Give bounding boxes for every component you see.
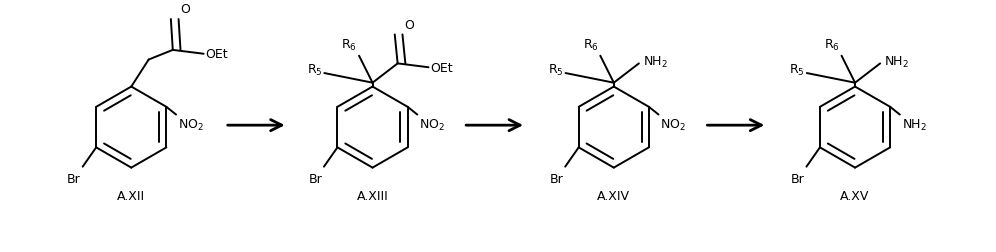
- Text: A.XII: A.XII: [118, 189, 145, 202]
- Text: R$_6$: R$_6$: [342, 38, 358, 53]
- Text: R$_5$: R$_5$: [307, 62, 323, 77]
- Text: R$_5$: R$_5$: [548, 62, 564, 77]
- Text: R$_5$: R$_5$: [789, 62, 805, 77]
- Text: NO$_2$: NO$_2$: [660, 117, 686, 132]
- Text: NO$_2$: NO$_2$: [178, 117, 204, 132]
- Text: NO$_2$: NO$_2$: [419, 117, 445, 132]
- Text: NH$_2$: NH$_2$: [884, 55, 909, 70]
- Text: O: O: [180, 3, 190, 16]
- Text: OEt: OEt: [430, 61, 453, 74]
- Text: OEt: OEt: [205, 48, 228, 61]
- Text: R$_6$: R$_6$: [583, 38, 599, 53]
- Text: O: O: [404, 18, 414, 32]
- Text: Br: Br: [550, 173, 564, 186]
- Text: A.XIV: A.XIV: [598, 189, 630, 202]
- Text: Br: Br: [791, 173, 805, 186]
- Text: A.XV: A.XV: [841, 189, 870, 202]
- Text: Br: Br: [308, 173, 322, 186]
- Text: Br: Br: [67, 173, 81, 186]
- Text: R$_6$: R$_6$: [824, 38, 840, 53]
- Text: A.XIII: A.XIII: [357, 189, 388, 202]
- Text: NH$_2$: NH$_2$: [901, 117, 926, 132]
- Text: NH$_2$: NH$_2$: [642, 55, 667, 70]
